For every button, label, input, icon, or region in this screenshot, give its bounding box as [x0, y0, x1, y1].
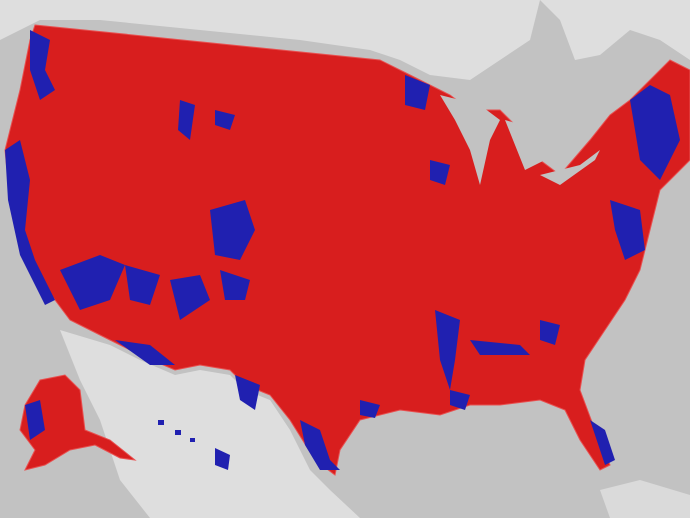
region — [235, 375, 260, 410]
region — [405, 75, 430, 110]
canada — [0, 0, 690, 80]
region — [210, 200, 255, 260]
region — [178, 100, 195, 140]
alaska — [19, 374, 137, 471]
region — [215, 110, 235, 130]
cuba — [600, 480, 690, 518]
island — [158, 420, 164, 425]
region — [590, 420, 615, 465]
region — [430, 160, 450, 185]
region — [30, 30, 55, 100]
region — [60, 255, 125, 310]
great-lakes — [505, 120, 545, 170]
region — [470, 340, 530, 355]
region — [300, 420, 340, 470]
great-lakes — [540, 150, 600, 185]
region — [220, 270, 250, 300]
great-lakes — [440, 95, 500, 185]
region — [450, 390, 470, 410]
blue-regions — [5, 30, 680, 470]
region — [435, 310, 460, 390]
region — [610, 200, 645, 260]
island — [175, 430, 181, 435]
alaska-blue — [25, 400, 45, 440]
region — [630, 85, 680, 180]
region — [170, 275, 210, 320]
region — [5, 140, 55, 305]
island — [190, 438, 195, 442]
mexico — [60, 330, 360, 518]
region — [115, 340, 175, 365]
region — [540, 320, 560, 345]
region — [125, 265, 160, 305]
region — [360, 400, 380, 418]
hawaii — [158, 420, 230, 470]
island — [215, 448, 230, 470]
